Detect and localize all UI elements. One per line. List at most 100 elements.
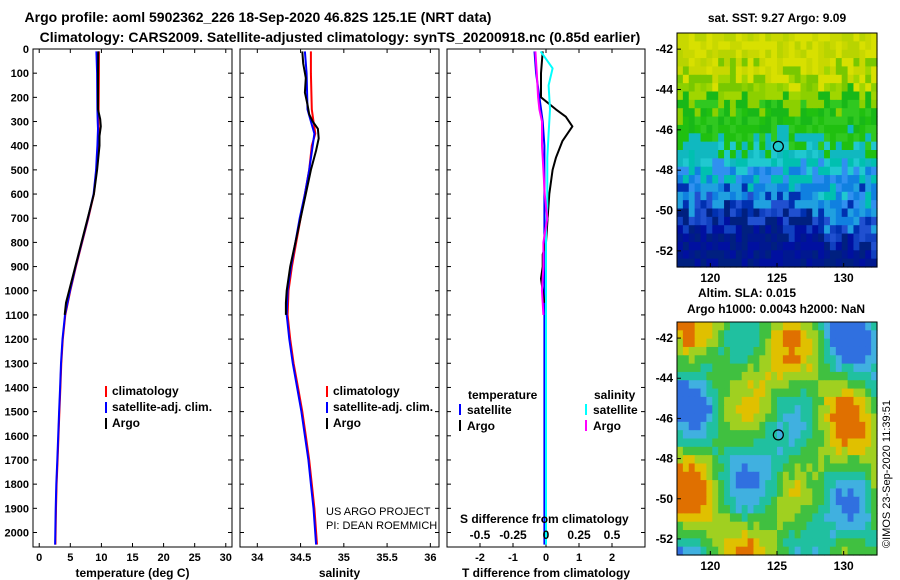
map-cell [829,191,837,201]
map-cell [812,538,819,548]
map-cell [771,258,778,268]
map-cell [706,175,713,185]
map-cell [794,166,802,176]
map-cell [788,216,796,226]
map-cell [712,258,719,268]
map-cell [694,216,702,226]
map-cell [718,446,725,456]
map-cell [700,346,708,356]
map-cell [800,438,808,448]
map-cell [688,258,696,268]
map-cell [729,505,737,514]
map-cell [812,463,819,473]
map-cell [694,150,702,159]
map-cell [847,150,855,159]
map-cell [865,99,872,109]
map-cell [824,330,831,340]
map-cell [706,41,713,51]
map-cell [706,241,713,251]
map-cell [771,363,778,373]
map-cell [688,363,696,373]
map-cell [841,99,849,109]
map-cell [735,124,743,134]
map-cell [812,380,819,390]
map-cell [741,322,749,331]
map-cell [829,471,837,481]
map-cell [812,371,819,381]
map-x-tick-label: 120 [700,271,720,285]
map-cell [835,99,843,109]
map-cell [853,480,860,490]
map-cell [747,150,755,159]
map-cell [724,421,731,431]
map-cell [741,438,749,448]
map-cell [859,141,866,151]
map-cell [824,471,831,481]
map-cell [694,480,702,490]
map-cell [812,99,819,109]
map-cell [853,133,860,143]
map-cell [829,363,837,373]
map-cell [812,141,819,151]
map-cell [824,455,831,465]
map-cell [771,216,778,226]
map-cell [788,346,796,356]
map-cell [700,380,708,390]
map-cell [735,99,743,109]
x-tick-label: 1 [576,552,582,564]
map-cell [865,141,872,151]
map-cell [724,74,731,84]
map-cell [718,338,725,348]
map-cell [847,49,855,59]
map-cell [818,513,825,523]
map-cell [818,175,825,185]
map-cell [688,150,696,159]
map-cell [859,463,866,473]
map-cell [688,58,696,68]
map-cell [765,250,772,260]
map-cell [824,521,831,531]
map-cell [694,208,702,218]
map-cell [706,83,713,93]
map-cell [794,33,802,42]
map-cell [865,191,872,201]
map-cell [859,546,866,556]
map-cell [812,430,819,440]
map-cell [706,488,713,498]
map-cell [735,338,743,348]
map-cell [859,538,866,548]
map-cell [824,124,831,134]
map-cell [853,338,860,348]
map-cell [712,141,719,151]
map-cell [824,241,831,251]
map-cell [741,66,749,76]
map-cell [765,355,772,365]
map-cell [841,438,849,448]
map-cell [794,463,802,473]
map-cell [718,355,725,365]
map-cell [765,346,772,356]
map-cell [782,413,790,423]
map-cell [729,225,737,235]
map-cell [871,108,878,118]
map-cell [800,133,808,143]
map-cell [706,141,713,151]
map-cell [859,175,866,185]
map-cell [688,521,696,531]
map-cell [700,233,708,243]
map-cell [818,338,825,348]
map-cell [829,216,837,226]
map-cell [788,124,796,134]
map-cell [759,413,766,423]
map-cell [729,363,737,373]
map-cell [712,58,719,68]
map-cell [724,225,731,235]
map-cell [706,183,713,193]
map-cell [853,74,860,84]
y-tick-label: 1400 [5,382,29,394]
map-cell [812,116,819,126]
map-cell [782,175,790,185]
map-cell [712,108,719,118]
map-cell [688,463,696,473]
sst-map: 120 125 130-42-44-46-48-50-52 [656,32,878,285]
